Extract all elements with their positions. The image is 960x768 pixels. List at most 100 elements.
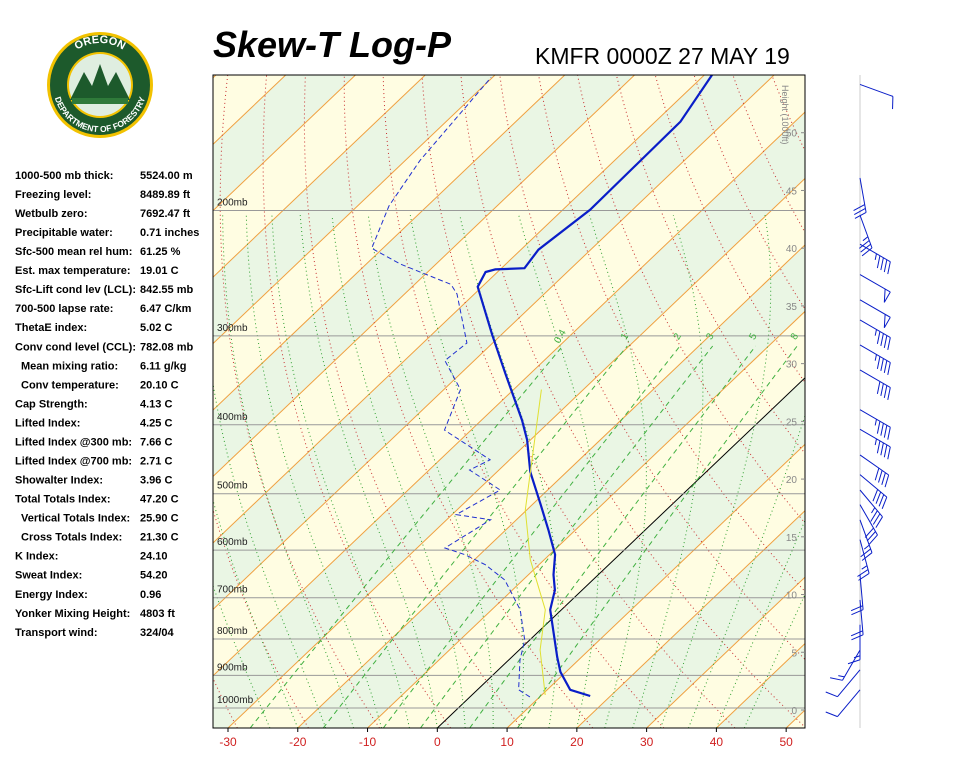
moist-adiabat [213, 498, 299, 728]
stat-label: K Index: [15, 551, 58, 563]
wind-barb [850, 599, 864, 641]
stats: 1000-500 mb thick: 5524.00 m Freezing leve… [15, 170, 199, 639]
stat-label: Est. max temperature: [15, 265, 131, 277]
moist-adiabat [367, 215, 494, 728]
temperature-band [856, 75, 960, 728]
pressure-label: 200mb [217, 198, 248, 209]
stat-label: 700-500 lapse rate: [15, 303, 113, 315]
mixing-ratio-line [420, 345, 714, 728]
stat-label: Cross Totals Index: [21, 532, 122, 544]
wind-barb [850, 574, 864, 616]
pressure-label: 300mb [217, 323, 248, 334]
wind-barb [830, 649, 861, 681]
moist-adiabat [409, 215, 524, 728]
stat-value: 5.02 C [140, 322, 172, 334]
pressure-label: 800mb [217, 626, 248, 637]
logo-top-text: OREGON [73, 34, 128, 53]
mixing-ratio-line [517, 345, 798, 728]
dry-adiabat [927, 75, 960, 728]
pressure-label: 700mb [217, 585, 248, 596]
stat-label: Sfc-500 mean rel hum: [15, 246, 132, 258]
stat-label: Yonker Mixing Height: [15, 608, 130, 620]
stat-label: Vertical Totals Index: [21, 513, 130, 525]
stat-value: 3.96 C [140, 475, 172, 487]
wind-barb [825, 689, 861, 718]
isotherm [367, 310, 805, 728]
x-tick-label: 40 [710, 735, 724, 749]
y2-axis-label: Height (1000ft) [780, 85, 790, 145]
logo: OREGON DEPARTMENT OF FORESTRY [47, 32, 153, 138]
y2-tick-label: 5 [791, 648, 797, 659]
stat-value: 7.66 C [140, 436, 172, 448]
temperature-band [786, 710, 805, 728]
mixing-ratio-label: 5 [747, 331, 760, 342]
y2-tick-label: 30 [786, 360, 798, 371]
logo-trees [70, 64, 130, 100]
x-tick-label: 0 [434, 735, 441, 749]
x-tick-label: -30 [219, 735, 237, 749]
wind-barb [847, 624, 861, 665]
isotherm [213, 75, 426, 278]
moist-adiabat [299, 215, 438, 728]
stat-label: Mean mixing ratio: [21, 360, 118, 372]
wind-barb [859, 409, 891, 440]
wind-barb [859, 344, 891, 375]
moist-adiabat [715, 519, 805, 728]
wind-barb [859, 319, 891, 350]
wind-barb [859, 474, 888, 510]
stat-value: 2.71 C [140, 456, 172, 468]
dry-adiabat [577, 75, 805, 524]
y2-tick-label: 10 [786, 591, 798, 602]
stat-label: Sfc-Lift cond lev (LCL): [15, 284, 136, 296]
isotherm [576, 510, 805, 728]
wind-barb [859, 489, 883, 528]
temperature-band [213, 75, 805, 676]
wind-barb [859, 369, 891, 400]
stat-value: 6.11 g/kg [140, 360, 186, 372]
stat-label: Total Totals Index: [15, 494, 111, 506]
profile-line [524, 389, 546, 696]
mixing-ratio-label: 2 [672, 331, 685, 342]
temperature-band [213, 112, 805, 728]
profile-line [476, 75, 713, 698]
wind-barb [859, 428, 891, 460]
pressure-label: 400mb [217, 412, 248, 423]
plot-border [212, 74, 806, 729]
wind-barb [825, 669, 861, 698]
pressure-label: 900mb [217, 662, 248, 673]
isotherm [213, 75, 566, 411]
x-tick-label: 10 [500, 735, 514, 749]
mixing-ratio-line [322, 345, 628, 728]
stat-value: 4803 ft [140, 608, 175, 620]
dry-adiabat [850, 75, 960, 728]
stat-value: 324/04 [140, 627, 175, 639]
stat-value: 782.08 mb [140, 341, 193, 353]
stat-value: 5524.00 m [140, 170, 193, 182]
stat-label: Transport wind: [15, 627, 98, 639]
isotherm [506, 443, 805, 728]
y2-tick-label: 40 [786, 244, 798, 255]
stat-label: Conv cond level (CCL): [15, 341, 136, 353]
moist-adiabat [213, 380, 327, 728]
dry-adiabat [262, 75, 452, 728]
stat-value: 21.30 C [140, 532, 179, 544]
y2-tick-label: 25 [786, 417, 798, 428]
wind-barb [857, 539, 870, 581]
isotherm [785, 709, 805, 728]
x-tick-label: 20 [570, 735, 584, 749]
stat-value: 8489.89 ft [140, 189, 190, 201]
stat-value: 24.10 [140, 551, 168, 563]
stat-value: 61.25 % [140, 246, 181, 258]
pressure-label: 500mb [217, 481, 248, 492]
isotherm [297, 244, 805, 728]
y2-tick-label: 0 [791, 706, 797, 717]
stat-value: 0.71 inches [140, 227, 199, 239]
stat-label: Cap Strength: [15, 398, 88, 410]
wind-barb [859, 243, 891, 275]
y2-tick-label: 15 [786, 533, 798, 544]
stat-label: Sweat Index: [15, 570, 82, 582]
isotherm [227, 177, 805, 728]
moist-adiabat [213, 584, 271, 728]
y2-tick-label: 45 [786, 186, 798, 197]
x-tick-label: 30 [640, 735, 654, 749]
